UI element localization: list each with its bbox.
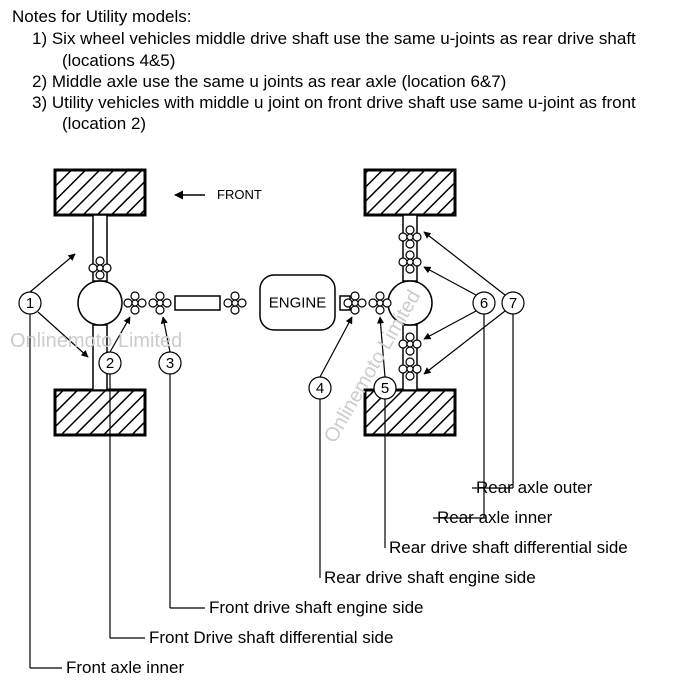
note-1: 1) Six wheel vehicles middle drive shaft… [12, 28, 688, 71]
svg-text:2: 2 [106, 355, 114, 372]
svg-text:FRONT: FRONT [217, 187, 262, 202]
note-3: 3) Utility vehicles with middle u joint … [12, 92, 688, 135]
svg-text:Rear axle outer: Rear axle outer [476, 478, 593, 497]
svg-text:6: 6 [480, 295, 488, 312]
notes-block: Notes for Utility models: 1) Six wheel v… [0, 0, 700, 135]
svg-text:1: 1 [26, 295, 34, 312]
svg-text:Front drive shaft engine side: Front drive shaft engine side [209, 598, 424, 617]
notes-title: Notes for Utility models: [12, 6, 688, 27]
drivetrain-diagram: ENGINE FRONT 1 2 3 4 5 6 7 Rear axle outer Rear ax… [0, 140, 700, 700]
svg-text:7: 7 [509, 295, 517, 312]
svg-text:Rear drive shaft differential: Rear drive shaft differential side [389, 538, 628, 557]
svg-text:Front Drive shaft differential: Front Drive shaft differential side [149, 628, 393, 647]
svg-text:Front axle inner: Front axle inner [66, 658, 184, 677]
svg-text:Rear drive shaft engine side: Rear drive shaft engine side [324, 568, 536, 587]
svg-text:ENGINE: ENGINE [269, 295, 327, 312]
note-2: 2) Middle axle use the same u joints as … [12, 71, 688, 92]
svg-text:Rear axle inner: Rear axle inner [437, 508, 553, 527]
svg-text:5: 5 [381, 380, 389, 397]
svg-text:4: 4 [316, 380, 324, 397]
svg-text:3: 3 [166, 355, 174, 372]
